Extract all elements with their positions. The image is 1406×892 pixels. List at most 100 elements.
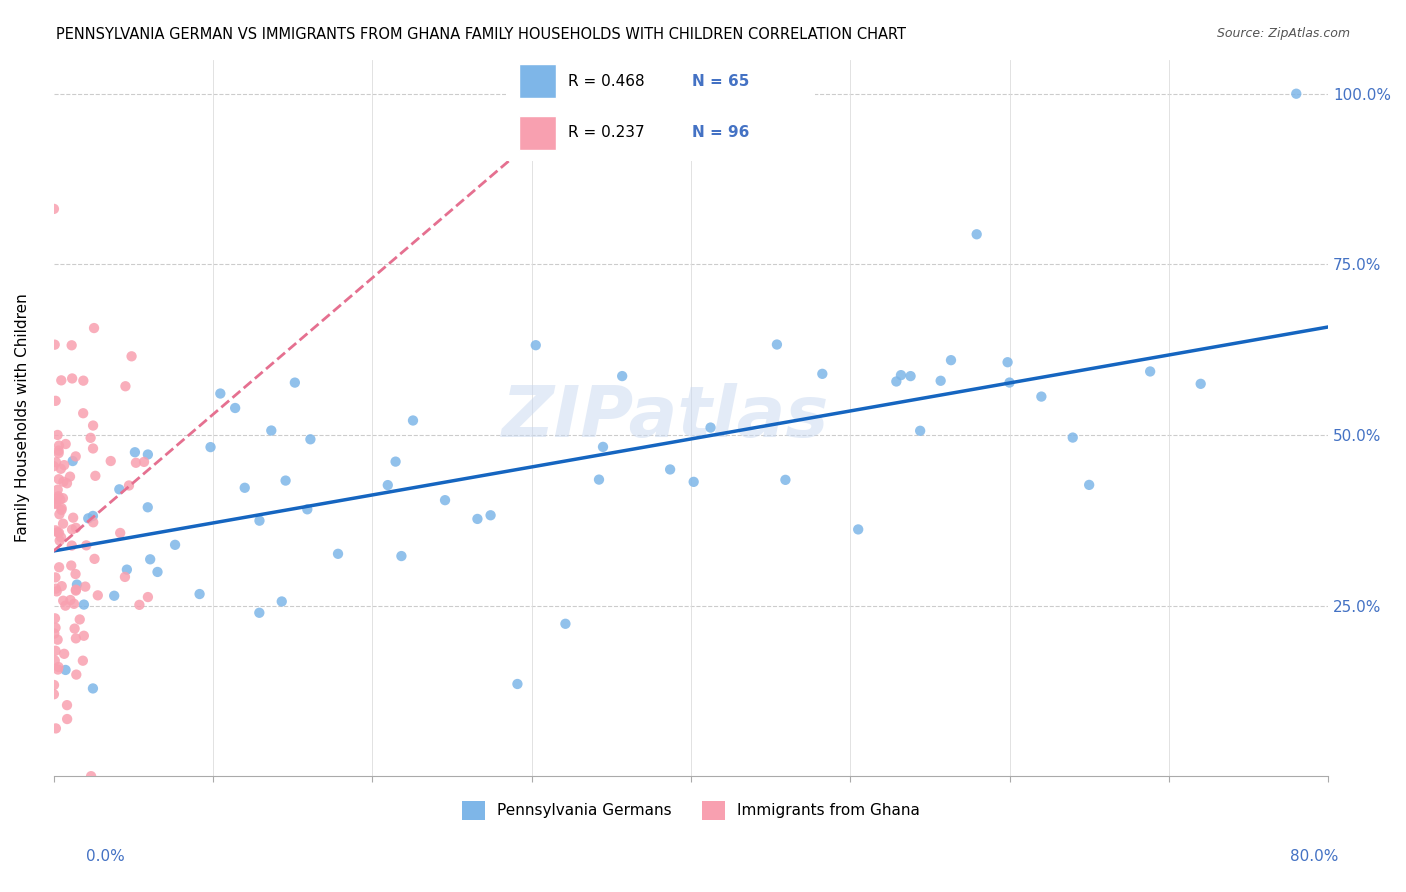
Point — [165, 538, 187, 552]
Point — [82, 516, 104, 530]
Point — [908, 424, 931, 438]
Point — [63, 622, 86, 636]
Point — [114, 570, 136, 584]
Point — [997, 355, 1019, 369]
Point — [1031, 390, 1053, 404]
Point — [44, 337, 66, 351]
Point — [46, 428, 69, 442]
Point — [124, 445, 146, 459]
Point — [52, 593, 75, 607]
Text: PENNSYLVANIA GERMAN VS IMMIGRANTS FROM GHANA FAMILY HOUSEHOLDS WITH CHILDREN COR: PENNSYLVANIA GERMAN VS IMMIGRANTS FROM G… — [56, 27, 907, 42]
Point — [1189, 376, 1212, 391]
Point — [128, 598, 150, 612]
Text: N = 65: N = 65 — [692, 74, 749, 89]
Point — [73, 598, 96, 612]
Point — [270, 594, 292, 608]
Point — [45, 393, 67, 408]
Point — [592, 440, 614, 454]
Point — [434, 493, 457, 508]
Point — [260, 424, 283, 438]
Point — [82, 418, 104, 433]
Y-axis label: Family Households with Children: Family Households with Children — [15, 293, 30, 542]
Point — [136, 500, 159, 515]
Point — [121, 349, 143, 363]
Point — [72, 654, 94, 668]
Point — [73, 629, 96, 643]
Point — [108, 525, 131, 540]
Point — [87, 588, 110, 602]
Point — [59, 593, 82, 607]
Point — [49, 530, 72, 544]
Point — [297, 502, 319, 516]
Point — [998, 376, 1021, 390]
Point — [44, 626, 66, 640]
Point — [200, 440, 222, 454]
Point — [886, 375, 908, 389]
Text: R = 0.468: R = 0.468 — [568, 74, 644, 89]
Point — [44, 570, 66, 584]
Point — [65, 667, 87, 681]
Point — [48, 472, 70, 486]
Point — [326, 547, 349, 561]
Point — [83, 552, 105, 566]
Point — [45, 582, 67, 596]
Point — [60, 539, 83, 553]
Point — [46, 483, 69, 497]
Point — [1139, 364, 1161, 378]
Point — [48, 525, 70, 540]
Point — [55, 437, 77, 451]
Point — [139, 552, 162, 566]
Point — [56, 712, 79, 726]
Point — [114, 379, 136, 393]
Point — [63, 597, 86, 611]
Point — [1285, 87, 1308, 101]
Point — [44, 611, 66, 625]
Point — [699, 420, 721, 434]
Point — [890, 368, 912, 383]
Point — [46, 632, 69, 647]
Point — [48, 439, 70, 453]
Point — [60, 523, 83, 537]
Point — [588, 473, 610, 487]
Point — [42, 202, 65, 216]
Point — [44, 524, 66, 538]
Point — [62, 510, 84, 524]
Point — [82, 442, 104, 456]
Point — [83, 321, 105, 335]
Point — [115, 563, 138, 577]
Point — [84, 468, 107, 483]
Point — [46, 489, 69, 503]
Point — [59, 469, 82, 483]
Point — [65, 521, 87, 535]
Point — [65, 582, 87, 597]
Text: Source: ZipAtlas.com: Source: ZipAtlas.com — [1216, 27, 1350, 40]
Point — [45, 722, 67, 736]
Point — [80, 769, 103, 783]
Point — [75, 538, 97, 552]
Point — [188, 587, 211, 601]
Point — [65, 632, 87, 646]
Point — [56, 476, 79, 491]
Point — [939, 353, 962, 368]
Point — [52, 475, 75, 489]
Point — [82, 508, 104, 523]
Point — [55, 663, 77, 677]
Point — [48, 508, 70, 522]
Point — [1078, 478, 1101, 492]
Text: R = 0.237: R = 0.237 — [568, 125, 644, 140]
Point — [42, 687, 65, 701]
Point — [136, 590, 159, 604]
Text: ZIPatlas: ZIPatlas — [502, 384, 830, 452]
Point — [506, 677, 529, 691]
FancyBboxPatch shape — [519, 64, 555, 98]
Point — [66, 577, 89, 591]
Point — [247, 606, 270, 620]
Point — [48, 660, 70, 674]
Point — [44, 653, 66, 667]
Point — [45, 455, 67, 469]
Point — [46, 663, 69, 677]
Point — [467, 512, 489, 526]
Point — [136, 448, 159, 462]
Point — [49, 462, 72, 476]
Point — [45, 621, 67, 635]
